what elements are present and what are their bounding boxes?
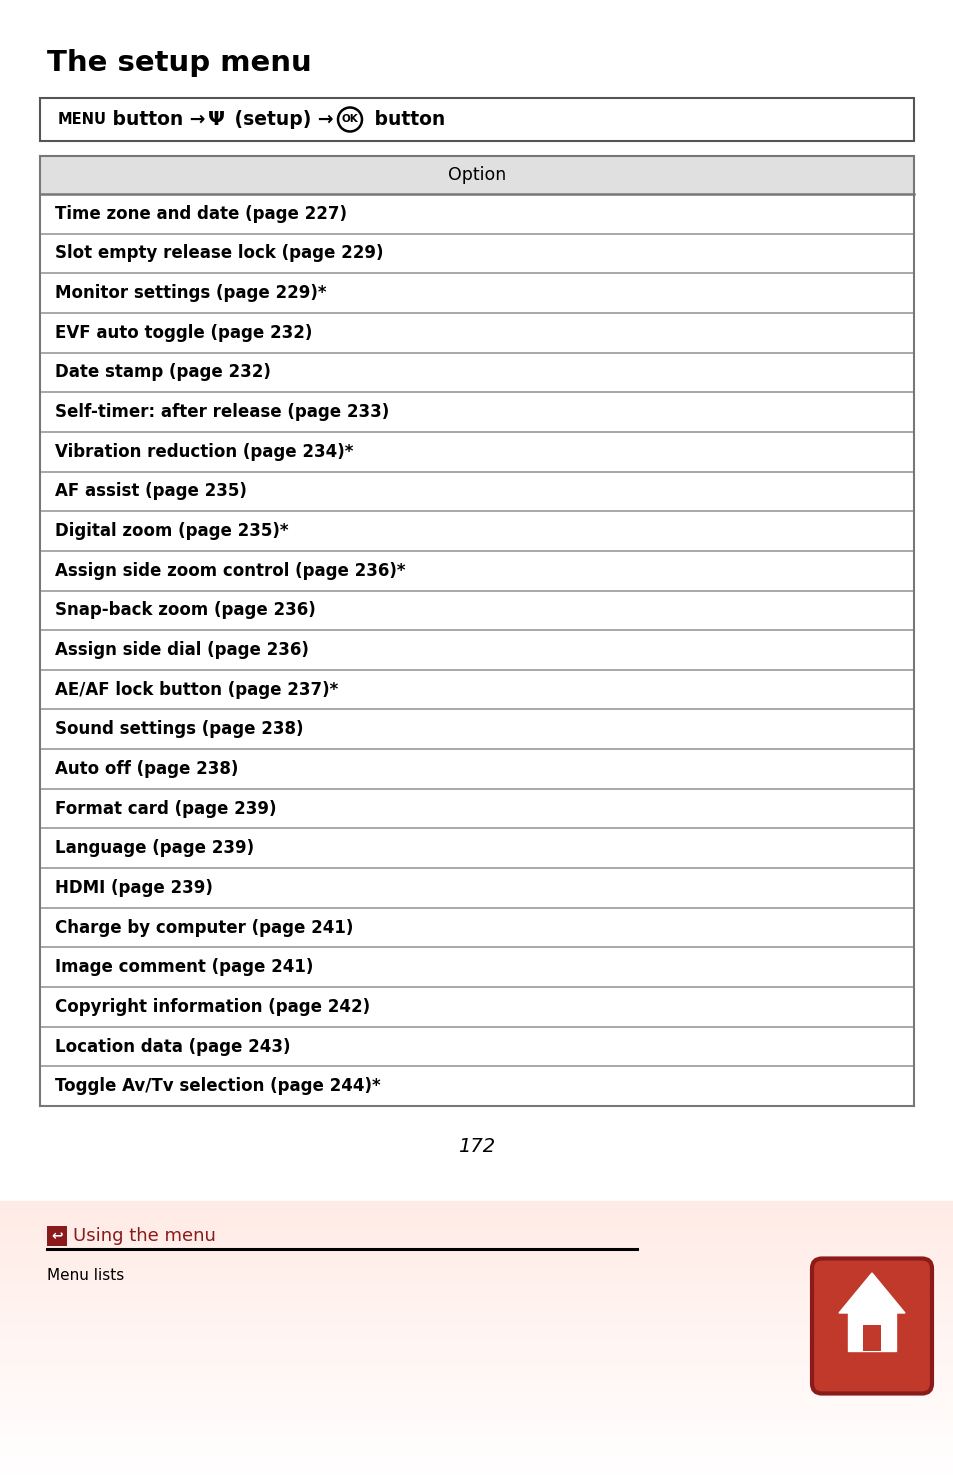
Bar (40, 156, 913, 194)
Text: Toggle Av/Tv selection (page 244)*: Toggle Av/Tv selection (page 244)* (55, 1077, 380, 1094)
Bar (40, 432, 913, 471)
Bar (40, 234, 913, 274)
Bar (40, 274, 913, 312)
Text: Assign side zoom control (page 236)*: Assign side zoom control (page 236)* (55, 561, 405, 579)
Text: Language (page 239): Language (page 239) (55, 840, 253, 857)
Text: Slot empty release lock (page 229): Slot empty release lock (page 229) (55, 244, 383, 262)
FancyBboxPatch shape (811, 1259, 931, 1394)
Text: Self-timer: after release (page 233): Self-timer: after release (page 233) (55, 403, 389, 421)
Text: Vibration reduction (page 234)*: Vibration reduction (page 234)* (55, 443, 353, 461)
Bar (40, 631, 913, 669)
Text: Sound settings (page 238): Sound settings (page 238) (55, 720, 303, 739)
Text: Format card (page 239): Format card (page 239) (55, 800, 276, 818)
Bar (47, 1226, 67, 1246)
Bar (40, 352, 913, 392)
Text: Charge by computer (page 241): Charge by computer (page 241) (55, 918, 353, 936)
Text: Option: Option (447, 166, 506, 184)
Text: Image comment (page 241): Image comment (page 241) (55, 958, 313, 976)
Bar (40, 868, 913, 908)
Text: AE/AF lock button (page 237)*: AE/AF lock button (page 237)* (55, 681, 338, 699)
Bar (40, 1066, 913, 1106)
Bar (40, 948, 913, 986)
Bar (40, 709, 913, 749)
Text: (setup) →: (setup) → (228, 110, 340, 129)
Bar (40, 392, 913, 432)
Bar (40, 986, 913, 1026)
Text: Copyright information (page 242): Copyright information (page 242) (55, 998, 370, 1016)
Text: ↩: ↩ (51, 1229, 63, 1243)
Text: button →: button → (106, 110, 212, 129)
Text: button: button (368, 110, 445, 129)
Bar (40, 98, 913, 141)
Text: Date stamp (page 232): Date stamp (page 232) (55, 363, 271, 382)
Bar (40, 551, 913, 591)
Text: MENU: MENU (58, 113, 107, 127)
Bar (40, 194, 913, 234)
Text: The setup menu: The setup menu (47, 49, 312, 77)
Text: Snap-back zoom (page 236): Snap-back zoom (page 236) (55, 601, 315, 619)
Text: AF assist (page 235): AF assist (page 235) (55, 483, 247, 501)
Bar (40, 828, 913, 868)
Text: Monitor settings (page 229)*: Monitor settings (page 229)* (55, 284, 326, 302)
Text: Assign side dial (page 236): Assign side dial (page 236) (55, 641, 309, 659)
Text: Location data (page 243): Location data (page 243) (55, 1038, 291, 1056)
Bar (40, 789, 913, 828)
Bar (40, 669, 913, 709)
Bar (40, 749, 913, 789)
Text: HDMI (page 239): HDMI (page 239) (55, 878, 213, 897)
Text: Using the menu: Using the menu (73, 1226, 215, 1246)
Bar (40, 908, 913, 948)
Bar (40, 312, 913, 352)
Text: Time zone and date (page 227): Time zone and date (page 227) (55, 204, 347, 222)
Text: EVF auto toggle (page 232): EVF auto toggle (page 232) (55, 324, 312, 342)
Text: Digital zoom (page 235)*: Digital zoom (page 235)* (55, 521, 288, 541)
Text: 172: 172 (458, 1136, 495, 1155)
Text: Menu lists: Menu lists (47, 1268, 124, 1283)
Text: OK: OK (341, 114, 358, 124)
Text: Auto off (page 238): Auto off (page 238) (55, 760, 238, 778)
Bar (862, 1325, 880, 1351)
Bar (40, 471, 913, 511)
Polygon shape (838, 1274, 904, 1314)
Bar (40, 1026, 913, 1066)
Bar (847, 1311, 895, 1351)
Text: Ψ: Ψ (208, 110, 225, 129)
Bar (40, 511, 913, 551)
Bar (40, 591, 913, 631)
